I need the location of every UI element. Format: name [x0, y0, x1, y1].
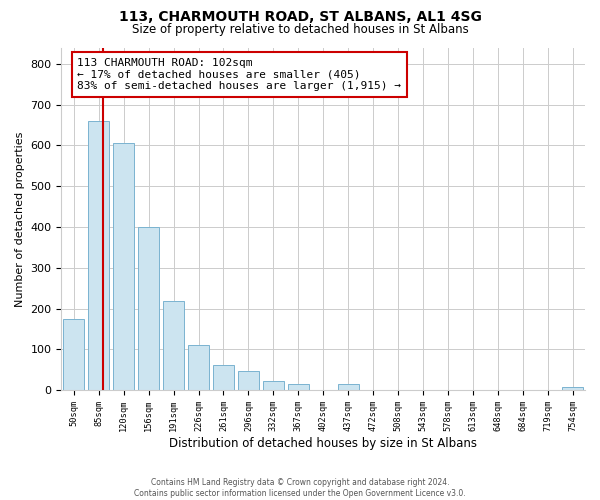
Text: Contains HM Land Registry data © Crown copyright and database right 2024.
Contai: Contains HM Land Registry data © Crown c…	[134, 478, 466, 498]
Bar	[113, 144, 134, 390]
Y-axis label: Number of detached properties: Number of detached properties	[15, 131, 25, 306]
Bar	[213, 364, 234, 390]
Bar	[188, 346, 209, 390]
Bar	[88, 121, 109, 390]
Bar	[138, 227, 159, 390]
Bar	[238, 371, 259, 390]
Text: 113 CHARMOUTH ROAD: 102sqm
← 17% of detached houses are smaller (405)
83% of sem: 113 CHARMOUTH ROAD: 102sqm ← 17% of deta…	[77, 58, 401, 91]
Bar	[63, 319, 85, 390]
Bar	[287, 384, 309, 390]
Bar	[338, 384, 359, 390]
Bar	[263, 381, 284, 390]
Bar	[562, 387, 583, 390]
X-axis label: Distribution of detached houses by size in St Albans: Distribution of detached houses by size …	[169, 437, 477, 450]
Bar	[163, 302, 184, 390]
Text: Size of property relative to detached houses in St Albans: Size of property relative to detached ho…	[131, 22, 469, 36]
Text: 113, CHARMOUTH ROAD, ST ALBANS, AL1 4SG: 113, CHARMOUTH ROAD, ST ALBANS, AL1 4SG	[119, 10, 481, 24]
